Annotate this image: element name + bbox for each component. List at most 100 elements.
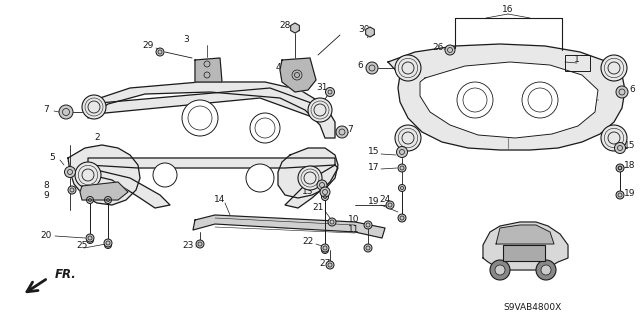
Circle shape <box>336 126 348 138</box>
Text: 24: 24 <box>380 196 390 204</box>
Circle shape <box>321 244 329 252</box>
Circle shape <box>308 98 332 122</box>
Polygon shape <box>280 58 316 92</box>
Circle shape <box>317 180 327 190</box>
Text: 29: 29 <box>142 41 154 50</box>
Circle shape <box>104 241 111 249</box>
Text: 12: 12 <box>302 177 314 187</box>
Text: 10: 10 <box>348 216 360 225</box>
Text: 6: 6 <box>357 61 363 70</box>
Text: 23: 23 <box>182 241 194 250</box>
Polygon shape <box>88 82 335 138</box>
Circle shape <box>457 82 493 118</box>
Circle shape <box>75 162 101 188</box>
Text: 5: 5 <box>305 174 311 182</box>
Circle shape <box>541 265 551 275</box>
Text: 19: 19 <box>624 189 636 197</box>
Text: 7: 7 <box>43 105 49 114</box>
Polygon shape <box>78 168 170 208</box>
Circle shape <box>399 214 406 221</box>
Circle shape <box>153 163 177 187</box>
Polygon shape <box>88 88 325 118</box>
Circle shape <box>616 191 624 199</box>
Circle shape <box>616 164 624 172</box>
Polygon shape <box>291 23 300 33</box>
Circle shape <box>246 164 274 192</box>
Text: 15: 15 <box>368 147 380 157</box>
Text: 20: 20 <box>40 231 52 240</box>
Polygon shape <box>278 148 338 198</box>
Text: 26: 26 <box>432 42 444 51</box>
Circle shape <box>397 146 408 158</box>
Polygon shape <box>195 58 222 82</box>
Text: 16: 16 <box>502 5 514 14</box>
Circle shape <box>364 244 372 252</box>
Circle shape <box>536 260 556 280</box>
Circle shape <box>68 186 76 194</box>
Circle shape <box>364 221 372 229</box>
Circle shape <box>86 234 94 242</box>
Circle shape <box>104 239 112 247</box>
Text: 8: 8 <box>43 182 49 190</box>
Text: 4: 4 <box>275 63 281 72</box>
Circle shape <box>395 125 421 151</box>
Circle shape <box>614 143 625 153</box>
Circle shape <box>445 45 455 55</box>
Text: 25: 25 <box>76 241 88 250</box>
Polygon shape <box>80 182 128 200</box>
Bar <box>565 55 590 71</box>
Circle shape <box>601 55 627 81</box>
Text: 21: 21 <box>312 204 324 212</box>
Circle shape <box>616 165 623 172</box>
Circle shape <box>250 113 280 143</box>
Polygon shape <box>365 27 374 37</box>
Text: 22: 22 <box>302 238 314 247</box>
Text: 18: 18 <box>624 160 636 169</box>
Text: S9VAB4800X: S9VAB4800X <box>503 303 561 313</box>
Circle shape <box>399 184 406 191</box>
Polygon shape <box>285 165 338 208</box>
Text: 1: 1 <box>574 56 580 64</box>
Text: FR.: FR. <box>55 269 77 281</box>
Text: 19: 19 <box>368 197 380 206</box>
Circle shape <box>326 87 335 97</box>
Text: 2: 2 <box>94 133 100 143</box>
Circle shape <box>495 265 505 275</box>
Text: 27: 27 <box>319 258 331 268</box>
Circle shape <box>616 191 623 198</box>
Polygon shape <box>88 158 335 168</box>
Circle shape <box>326 261 334 269</box>
Circle shape <box>490 260 510 280</box>
Polygon shape <box>483 222 568 270</box>
Circle shape <box>395 55 421 81</box>
Text: 6: 6 <box>629 85 635 94</box>
Text: 7: 7 <box>347 125 353 135</box>
Polygon shape <box>68 145 140 205</box>
Text: 14: 14 <box>214 196 226 204</box>
Text: 28: 28 <box>279 21 291 31</box>
Circle shape <box>398 164 406 172</box>
Polygon shape <box>420 62 598 138</box>
Circle shape <box>386 201 394 209</box>
Circle shape <box>601 125 627 151</box>
Text: 11: 11 <box>348 226 360 234</box>
Circle shape <box>328 218 336 226</box>
Circle shape <box>321 194 328 201</box>
Text: 3: 3 <box>183 35 189 44</box>
Text: 17: 17 <box>368 164 380 173</box>
Text: 9: 9 <box>43 191 49 201</box>
Circle shape <box>522 82 558 118</box>
Polygon shape <box>496 225 554 244</box>
Circle shape <box>86 197 93 204</box>
Circle shape <box>59 105 73 119</box>
Text: 15: 15 <box>624 142 636 151</box>
Circle shape <box>156 48 164 56</box>
Polygon shape <box>193 215 385 238</box>
Circle shape <box>366 62 378 74</box>
Circle shape <box>86 236 93 243</box>
Circle shape <box>104 197 111 204</box>
Text: 5: 5 <box>49 153 55 162</box>
Circle shape <box>398 214 406 222</box>
Polygon shape <box>388 44 625 150</box>
Text: 30: 30 <box>358 26 370 34</box>
